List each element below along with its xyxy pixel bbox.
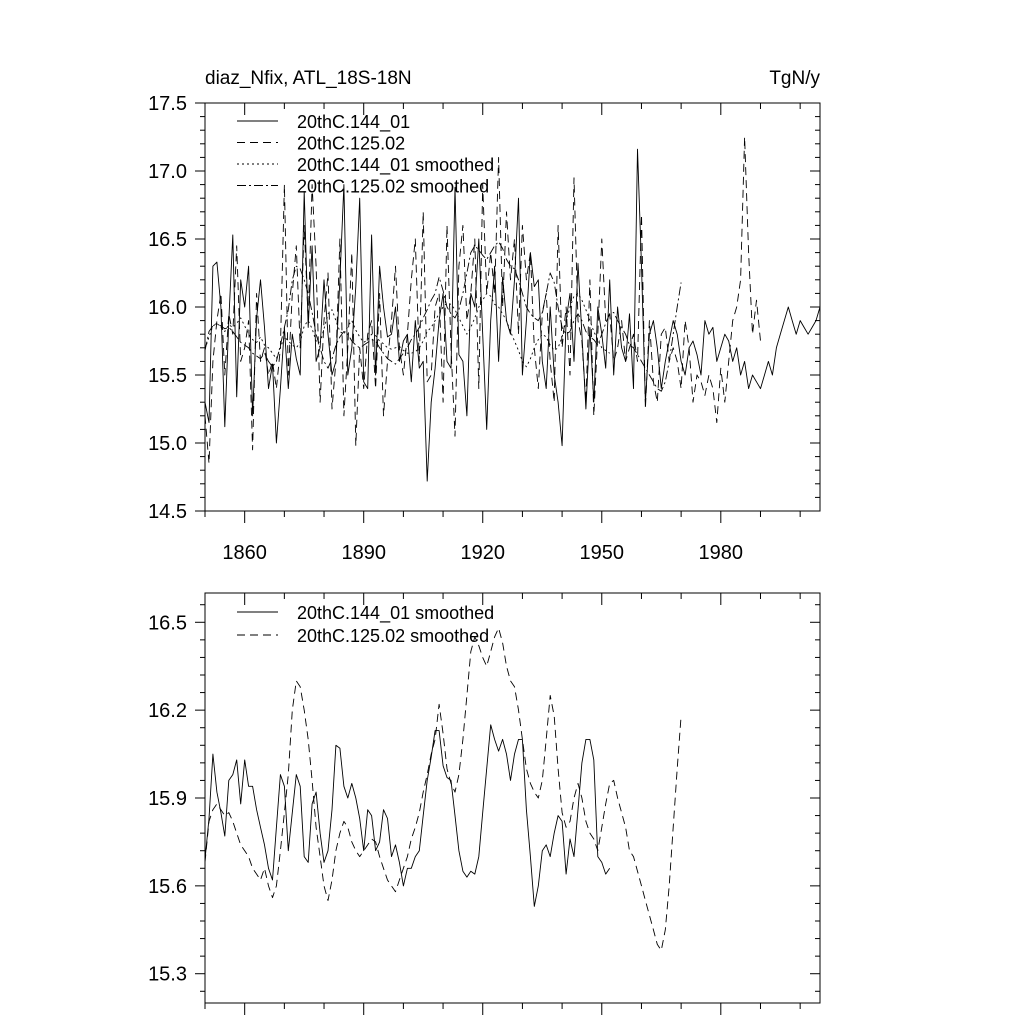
top-chart-ticks xyxy=(195,102,820,523)
series-line-20thc-125-02-smoothed xyxy=(204,627,682,951)
top-x-tick-label: 1920 xyxy=(460,542,505,564)
top-y-tick-label: 17.0 xyxy=(148,161,187,183)
bottom-chart: 15.3 15.6 15.9 16.2 16.5 20thC.144_01 smooth… xyxy=(148,592,821,1015)
top-x-tick-label: 1860 xyxy=(222,542,267,564)
top-plot-frame xyxy=(204,102,821,512)
top-y-tick-label: 16.0 xyxy=(148,297,187,319)
top-y-tick-label: 15.5 xyxy=(148,365,187,387)
bottom-chart-series xyxy=(204,627,682,951)
bottom-legend-label: 20thC.144_01 smoothed xyxy=(297,603,494,624)
top-chart-tick-labels: 14.5 15.0 15.5 16.0 16.5 17.0 17.5 1860 1890 1920… xyxy=(148,93,743,564)
bottom-legend-label: 20thC.125.02 smoothed xyxy=(297,626,489,646)
top-legend-label: 20thC.144_01 smoothed xyxy=(297,155,494,176)
series-line-20thc-144-01-smoothed xyxy=(204,292,610,368)
series-line-20thc-125-02 xyxy=(204,136,761,464)
top-chart-units: TgN/y xyxy=(769,68,820,89)
bottom-y-tick-label: 15.6 xyxy=(148,876,187,898)
top-x-tick-label: 1980 xyxy=(699,542,744,564)
bottom-y-tick-label: 15.9 xyxy=(148,788,187,810)
top-y-tick-label: 17.5 xyxy=(148,93,187,115)
bottom-y-tick-label: 16.2 xyxy=(148,700,187,722)
top-chart-title: diaz_Nfix, ATL_18S-18N xyxy=(205,68,412,89)
top-legend-label: 20thC.144_01 xyxy=(297,112,410,133)
top-x-tick-label: 1950 xyxy=(580,542,625,564)
top-x-tick-label: 1890 xyxy=(341,542,386,564)
bottom-y-tick-label: 16.5 xyxy=(148,612,187,634)
bottom-chart-ticks xyxy=(195,593,820,1015)
top-chart-series xyxy=(204,136,821,482)
top-y-tick-label: 15.0 xyxy=(148,433,187,455)
bottom-plot-frame xyxy=(204,592,821,1004)
series-line-20thc-144-01-smoothed xyxy=(204,724,611,907)
series-line-20thc-125-02-smoothed xyxy=(204,241,682,392)
top-y-tick-label: 16.5 xyxy=(148,229,187,251)
bottom-y-tick-label: 15.3 xyxy=(148,964,187,986)
top-chart: diaz_Nfix, ATL_18S-18N TgN/y 14.5 15.0 15.… xyxy=(148,68,821,564)
bottom-chart-tick-labels: 15.3 15.6 15.9 16.2 16.5 xyxy=(148,612,187,985)
top-legend-label: 20thC.125.02 smoothed xyxy=(297,177,489,197)
top-legend-label: 20thC.125.02 xyxy=(297,134,405,154)
series-line-20thc-144-01 xyxy=(204,148,821,482)
top-y-tick-label: 14.5 xyxy=(148,501,187,523)
